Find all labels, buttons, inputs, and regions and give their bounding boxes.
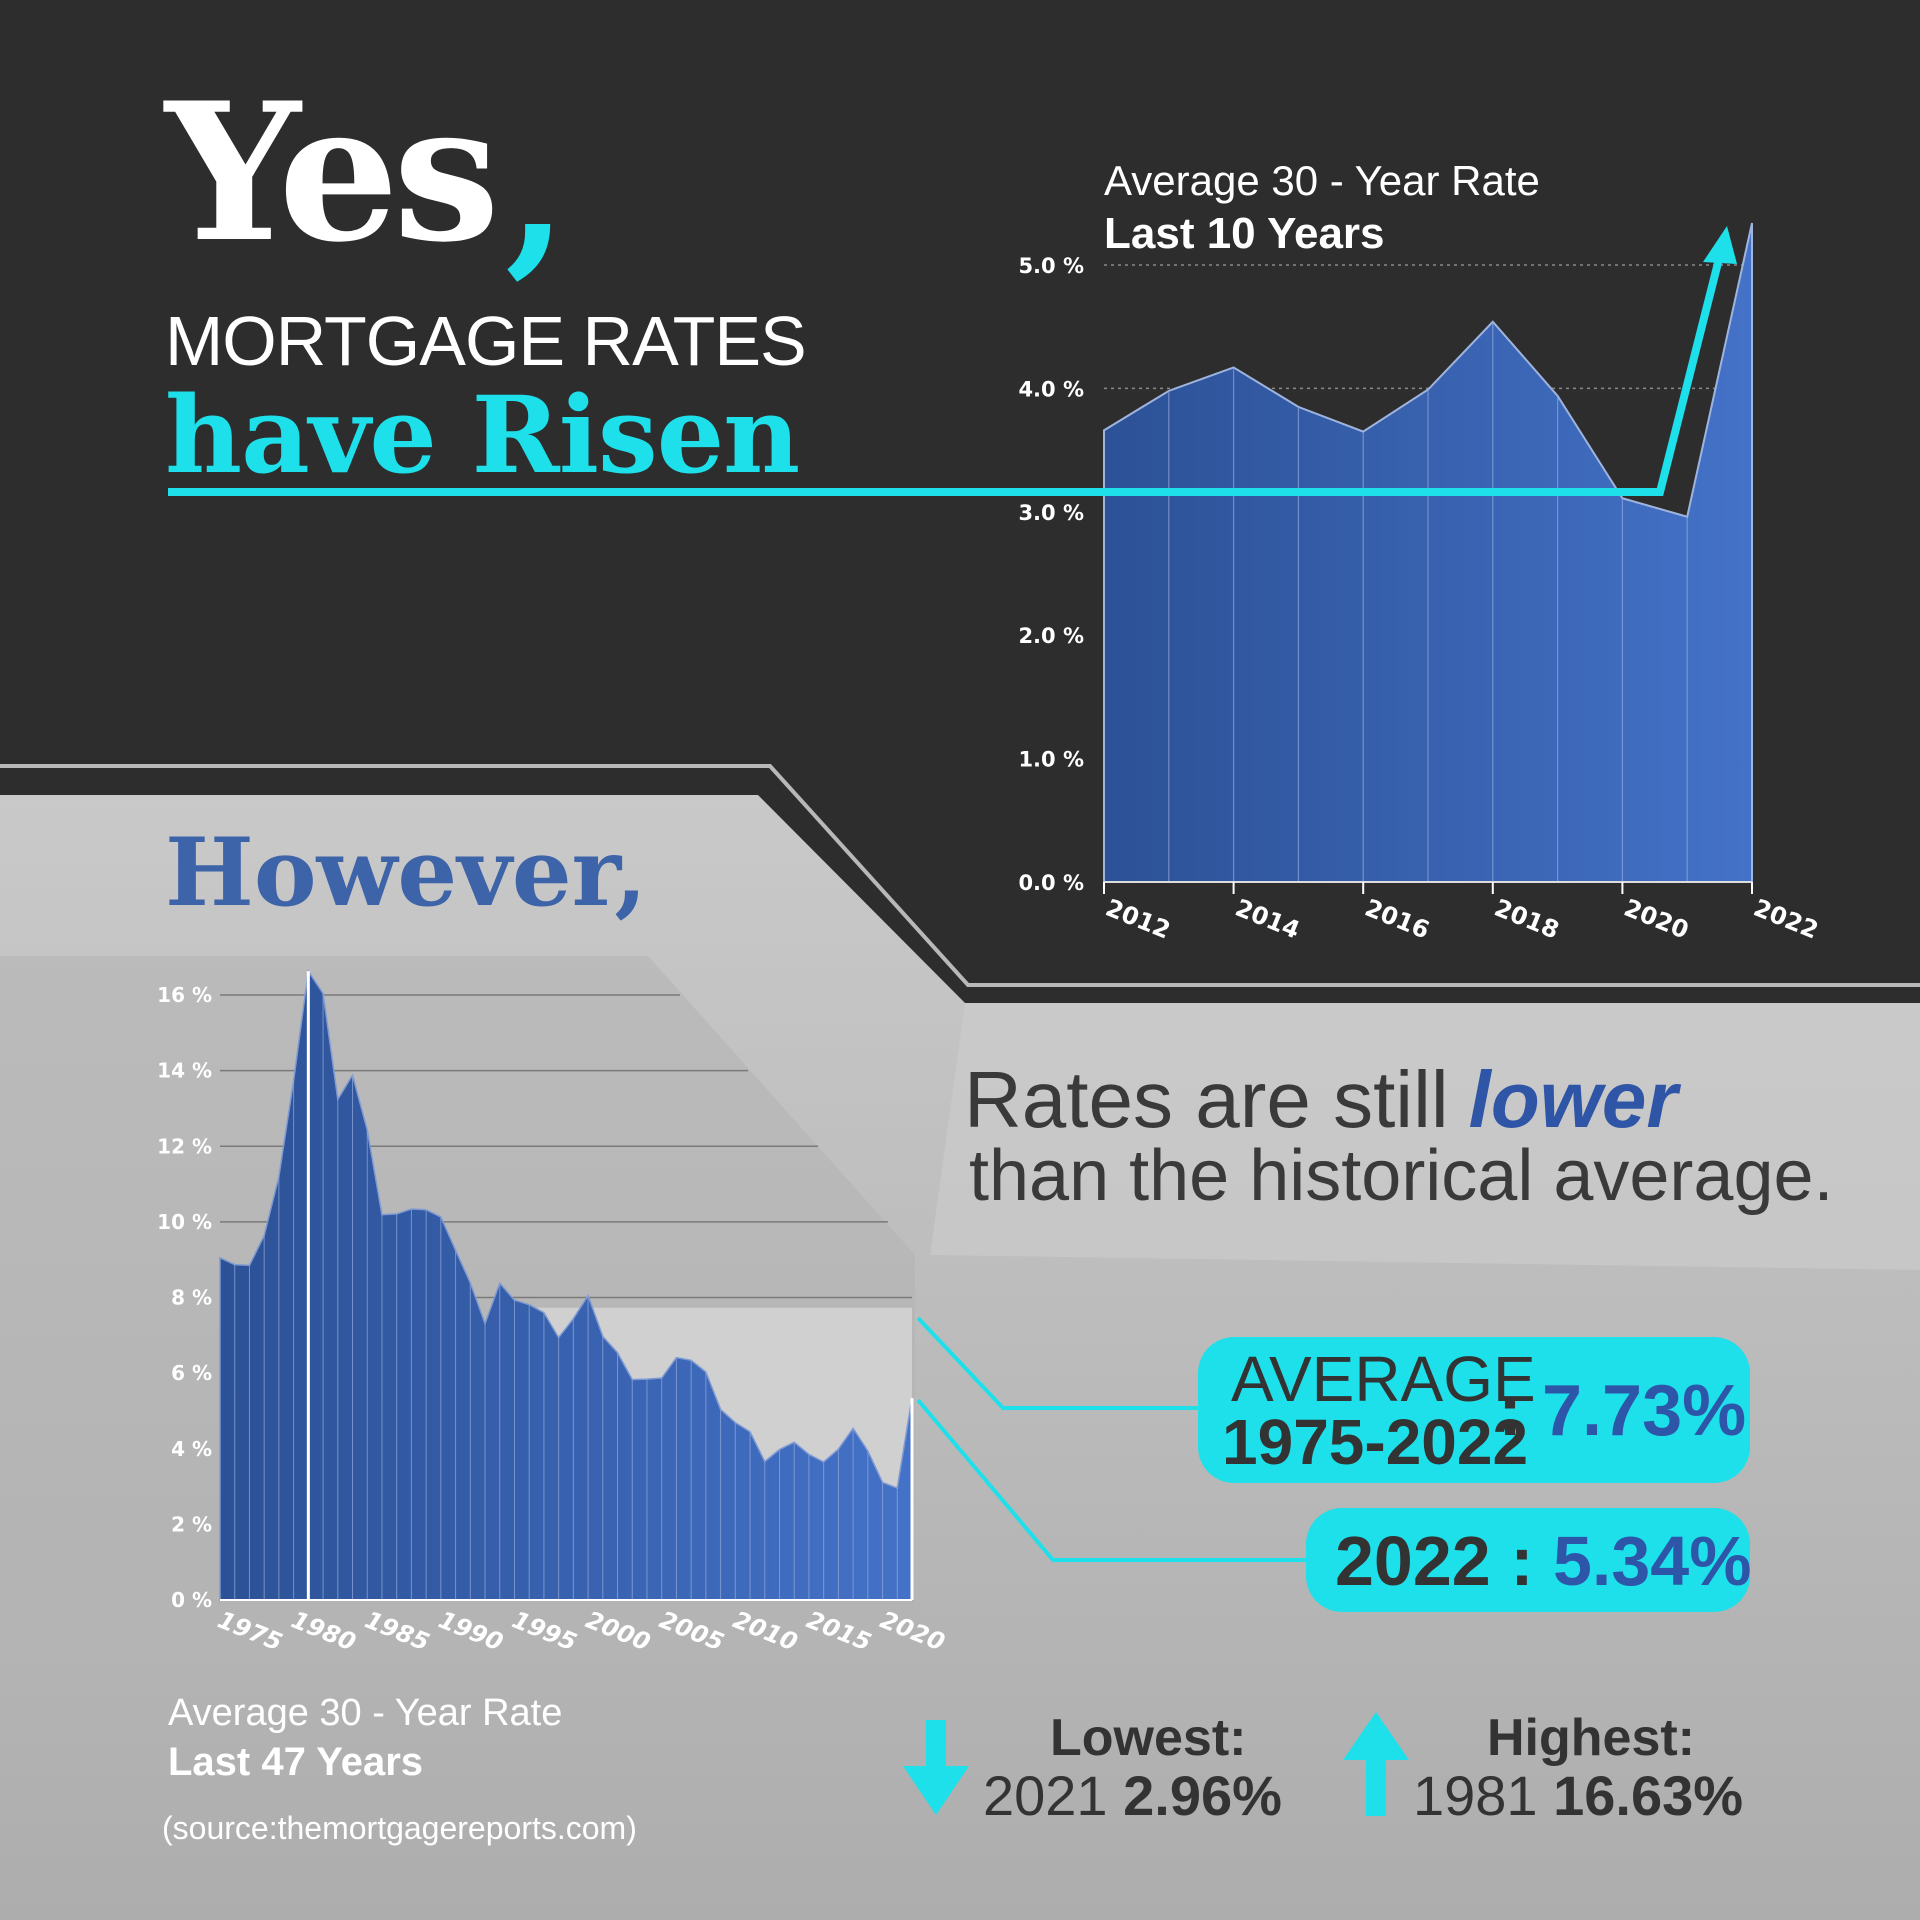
chart1-subtitle: Last 10 Years (1104, 209, 1385, 258)
current-separator: : (1510, 1522, 1534, 1600)
y-tick-label: 5.0 % (1018, 254, 1084, 278)
y-tick-label: 2.0 % (1018, 624, 1084, 648)
arrow-up-icon (1343, 1712, 1409, 1816)
average-label: AVERAGE (1231, 1343, 1536, 1415)
comparison-emphasis: lower (1468, 1055, 1678, 1144)
highest-value: 1981 16.63% (1413, 1768, 1743, 1824)
divider-line (0, 764, 1920, 987)
comparison-band (930, 1003, 1920, 1270)
average-years: 1975-2022 (1222, 1406, 1529, 1478)
average-pill (1198, 1337, 1750, 1483)
comparison-prefix: Rates are still (964, 1055, 1449, 1144)
headline-have-risen: have Risen (165, 372, 800, 497)
current-year: 2022 (1335, 1522, 1491, 1600)
lowest-year: 2021 (983, 1764, 1108, 1827)
y-tick-label: 8 % (171, 1286, 212, 1310)
arrow-down-icon (903, 1720, 969, 1815)
y-tick-label: 4 % (171, 1437, 212, 1461)
arrow-up-right-icon (1703, 226, 1737, 264)
headline-mortgage-rates: MORTGAGE RATES (165, 302, 807, 380)
current-rate: 5.34% (1552, 1522, 1752, 1600)
y-tick-label: 2 % (171, 1512, 212, 1536)
lowest-title: Lowest: (1050, 1709, 1247, 1767)
chart1-title: Average 30 - Year Rate (1104, 157, 1540, 204)
headline-comma: , (505, 84, 568, 295)
y-tick-label: 0.0 % (1018, 871, 1084, 895)
headline-yes: Yes (165, 61, 500, 284)
chart-last-47-years: 0 %2 %4 %6 %8 %10 %12 %14 %16 % 1975 1980… (157, 969, 949, 1657)
trend-arrow-line (168, 246, 1726, 496)
current-value: 2022 : 5.34% (1335, 1526, 1751, 1596)
y-tick-label: 14 % (157, 1059, 212, 1083)
chart2-title: Average 30 - Year Rate (168, 1692, 563, 1734)
highest-year: 1981 (1413, 1764, 1538, 1827)
however-heading: However, (165, 818, 648, 928)
lowest-rate: 2.96% (1123, 1764, 1282, 1827)
y-tick-label: 1.0 % (1018, 748, 1084, 772)
average-rate: 7.73% (1542, 1371, 1747, 1451)
comparison-line-2: than the historical average. (969, 1136, 1834, 1216)
source-note: (source:themortgagereports.com) (162, 1810, 637, 1846)
current-pill (1306, 1508, 1750, 1612)
y-tick-label: 6 % (171, 1361, 212, 1385)
y-tick-label: 16 % (157, 983, 212, 1007)
connector-2022 (916, 1398, 1306, 1562)
connector-average (916, 1316, 1200, 1410)
average-value: : 7.73% (1498, 1375, 1746, 1447)
highest-title: Highest: (1487, 1709, 1695, 1767)
y-tick-label: 12 % (157, 1134, 212, 1158)
y-tick-label: 10 % (157, 1210, 212, 1234)
y-tick-label: 0 % (171, 1588, 212, 1612)
y-tick-label: 4.0 % (1018, 377, 1084, 401)
y-tick-label: 3.0 % (1018, 501, 1084, 525)
average-separator: : (1498, 1371, 1522, 1451)
chart2-subtitle: Last 47 Years (168, 1740, 424, 1784)
highest-rate: 16.63% (1553, 1764, 1744, 1827)
lowest-value: 2021 2.96% (983, 1768, 1282, 1824)
comparison-line-1: Rates are still lower (964, 1060, 1678, 1140)
